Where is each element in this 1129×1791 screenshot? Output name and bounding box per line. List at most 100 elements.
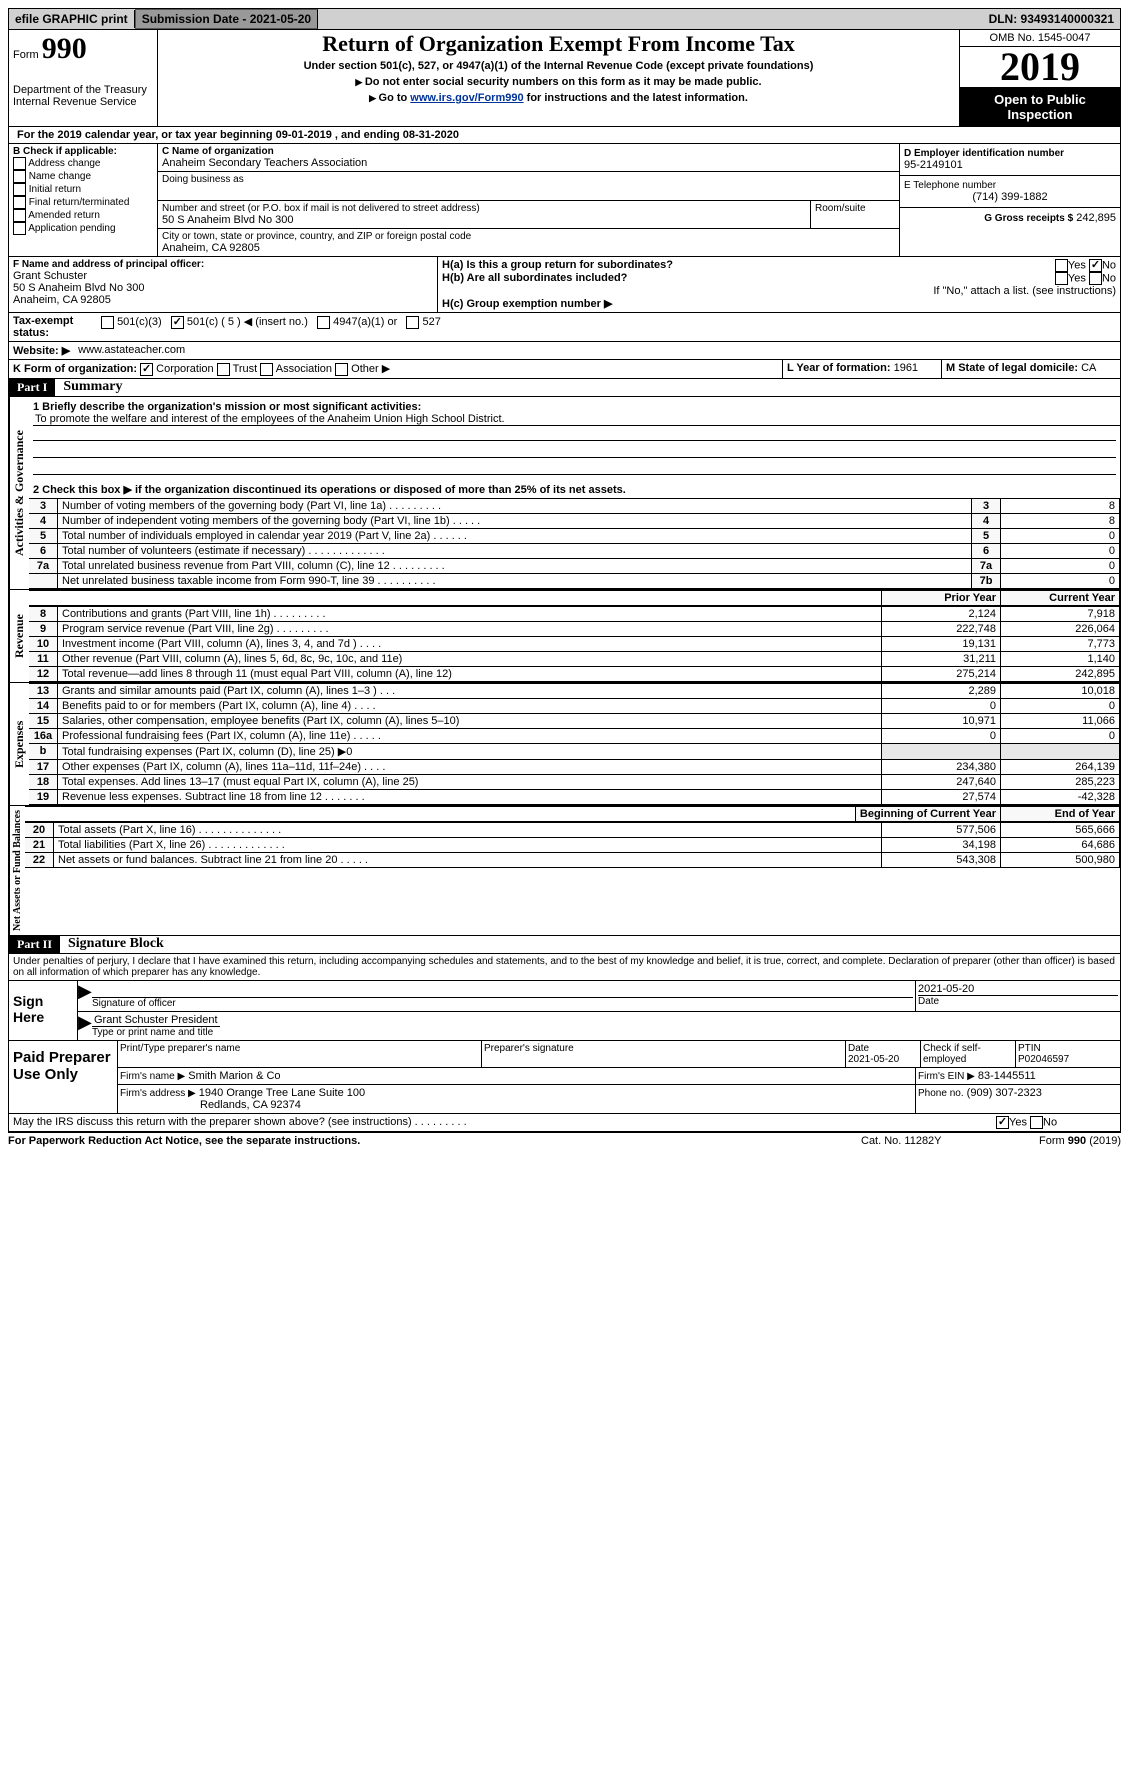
tax-year: 2019 (960, 46, 1120, 88)
website-value: www.astateacher.com (74, 342, 1120, 359)
b-item[interactable]: Amended return (13, 209, 153, 222)
b-item[interactable]: Initial return (13, 183, 153, 196)
note-2: Go to www.irs.gov/Form990 for instructio… (166, 92, 951, 104)
i-a-checkbox[interactable] (101, 316, 114, 329)
part-i-hdr: Part I (9, 379, 55, 396)
q2-label: 2 Check this box ▶ if the organization d… (33, 484, 626, 496)
mission-text: To promote the welfare and interest of t… (33, 413, 1120, 426)
i-d-checkbox[interactable] (406, 316, 419, 329)
c-name-label: C Name of organization (162, 146, 895, 157)
sign-arrow-icon-2: ▶ (78, 1012, 90, 1040)
sign-arrow-icon: ▶ (78, 981, 90, 1011)
b-item[interactable]: Address change (13, 157, 153, 170)
prep-sig-label: Preparer's signature (482, 1041, 846, 1067)
top-bar: efile GRAPHIC print Submission Date - 20… (8, 8, 1121, 30)
sig-officer-label: Signature of officer (92, 997, 913, 1009)
phone-value: (714) 399-1882 (904, 191, 1116, 203)
declaration-text: Under penalties of perjury, I declare th… (8, 954, 1121, 981)
firm-addr: 1940 Orange Tree Lane Suite 100 (199, 1087, 365, 1099)
sign-date-label: Date (918, 995, 1118, 1007)
ptin-value: P02046597 (1018, 1054, 1069, 1065)
k-corp-checkbox[interactable] (140, 363, 153, 376)
period-line: For the 2019 calendar year, or tax year … (9, 127, 463, 143)
b-item[interactable]: Final return/terminated (13, 196, 153, 209)
i-c-checkbox[interactable] (317, 316, 330, 329)
vlabel-expenses: Expenses (9, 683, 29, 805)
ha-yes-checkbox[interactable] (1055, 259, 1068, 272)
dln-label: DLN: 93493140000321 (983, 10, 1120, 28)
paperwork-notice: For Paperwork Reduction Act Notice, see … (8, 1135, 861, 1147)
submission-date-btn[interactable]: Submission Date - 2021-05-20 (135, 9, 318, 29)
org-name: Anaheim Secondary Teachers Association (162, 157, 895, 169)
i-b-checkbox[interactable] (171, 316, 184, 329)
discuss-no-checkbox[interactable] (1030, 1116, 1043, 1129)
prior-year-hdr: Prior Year (882, 590, 1001, 605)
dept-label: Department of the Treasury Internal Reve… (13, 84, 153, 108)
b-item[interactable]: Name change (13, 170, 153, 183)
gross-label: G Gross receipts $ (984, 213, 1073, 224)
sign-date: 2021-05-20 (918, 983, 1118, 995)
k-other-checkbox[interactable] (335, 363, 348, 376)
hb-note: If "No," attach a list. (see instruction… (442, 285, 1116, 297)
form-number: 990 (42, 32, 87, 65)
sign-here-label: Sign Here (9, 981, 78, 1040)
room-label: Room/suite (811, 201, 899, 228)
firm-city: Redlands, CA 92374 (200, 1099, 301, 1111)
prep-print-label: Print/Type preparer's name (118, 1041, 482, 1067)
m-label: M State of legal domicile: (946, 362, 1078, 374)
paid-preparer-label: Paid Preparer Use Only (9, 1041, 118, 1113)
cat-no: Cat. No. 11282Y (861, 1135, 1001, 1147)
hb-yes-checkbox[interactable] (1055, 272, 1068, 285)
form-header: Form 990 Department of the Treasury Inte… (8, 30, 1121, 127)
phone-label: E Telephone number (904, 180, 1116, 191)
end-year-hdr: End of Year (1001, 806, 1120, 821)
gross-value: 242,895 (1076, 212, 1116, 224)
efile-label: efile GRAPHIC print (9, 10, 135, 28)
f-label: F Name and address of principal officer: (13, 259, 433, 270)
discuss-yes-checkbox[interactable] (996, 1116, 1009, 1129)
year-formation: 1961 (894, 362, 918, 374)
k-label: K Form of organization: (13, 363, 137, 375)
firm-ein: 83-1445511 (978, 1070, 1036, 1082)
open-public-label: Open to Public Inspection (960, 88, 1120, 126)
current-year-hdr: Current Year (1001, 590, 1120, 605)
vlabel-revenue: Revenue (9, 590, 29, 682)
hc-label: H(c) Group exemption number ▶ (442, 297, 1116, 310)
officer-street: 50 S Anaheim Blvd No 300 (13, 282, 433, 294)
k-assoc-checkbox[interactable] (260, 363, 273, 376)
ha-no-checkbox[interactable] (1089, 259, 1102, 272)
i-label: Tax-exempt status: (9, 313, 97, 341)
form-prefix: Form (13, 49, 39, 61)
part-i-title: Summary (55, 379, 122, 395)
city-value: Anaheim, CA 92805 (162, 242, 895, 254)
k-trust-checkbox[interactable] (217, 363, 230, 376)
officer-city: Anaheim, CA 92805 (13, 294, 433, 306)
firm-name: Smith Marion & Co (188, 1070, 280, 1082)
officer-name: Grant Schuster (13, 270, 433, 282)
form-title: Return of Organization Exempt From Incom… (166, 32, 951, 56)
officer-typed-name: Grant Schuster President (92, 1014, 220, 1027)
form-subtitle: Under section 501(c), 527, or 4947(a)(1)… (166, 60, 951, 72)
vlabel-netassets: Net Assets or Fund Balances (9, 806, 25, 935)
part-ii-hdr: Part II (9, 936, 60, 953)
section-b-label: B Check if applicable: (13, 146, 153, 157)
section-a: For the 2019 calendar year, or tax year … (8, 127, 1121, 144)
vlabel-governance: Activities & Governance (9, 397, 29, 589)
part-ii-title: Signature Block (60, 936, 164, 952)
street-label: Number and street (or P.O. box if mail i… (162, 203, 806, 214)
discuss-label: May the IRS discuss this return with the… (9, 1114, 992, 1131)
ein-value: 95-2149101 (904, 159, 1116, 171)
state-domicile: CA (1081, 362, 1096, 374)
form-footer: Form 990 (2019) (1001, 1135, 1121, 1147)
ein-label: D Employer identification number (904, 148, 1116, 159)
typed-name-label: Type or print name and title (92, 1027, 1118, 1038)
irs-link[interactable]: www.irs.gov/Form990 (410, 92, 523, 104)
city-label: City or town, state or province, country… (162, 231, 895, 242)
note-1: Do not enter social security numbers on … (166, 76, 951, 88)
ha-label: H(a) Is this a group return for subordin… (442, 259, 673, 272)
self-emp-label: Check if self-employed (921, 1041, 1016, 1067)
b-item[interactable]: Application pending (13, 222, 153, 235)
j-label: Website: ▶ (9, 342, 74, 359)
l-label: L Year of formation: (787, 362, 891, 374)
hb-no-checkbox[interactable] (1089, 272, 1102, 285)
